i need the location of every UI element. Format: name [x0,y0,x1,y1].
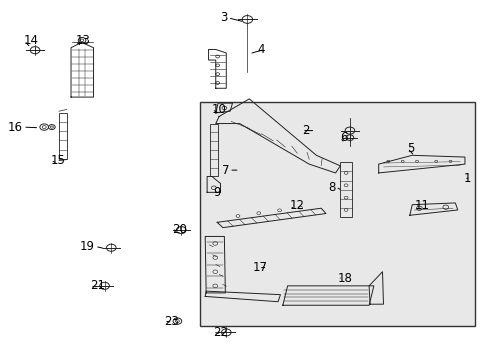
Text: 15: 15 [50,154,65,167]
Bar [209,123,218,176]
Text: 11: 11 [414,199,429,212]
Text: 13: 13 [76,34,90,47]
Text: 16: 16 [8,121,23,134]
Bar [340,162,351,217]
Bar [59,113,66,159]
Bar [200,102,473,327]
Text: 12: 12 [289,199,305,212]
Text: 18: 18 [337,271,352,284]
Text: 10: 10 [211,103,226,116]
Text: 23: 23 [163,315,179,328]
Text: 5: 5 [407,142,414,155]
Text: 1: 1 [462,172,470,185]
Text: 3: 3 [220,11,227,24]
Text: 21: 21 [90,279,105,292]
Text: 6: 6 [339,131,346,144]
Text: 4: 4 [257,43,264,56]
Text: 17: 17 [252,261,267,274]
Text: 20: 20 [171,223,186,236]
Text: 22: 22 [212,326,227,339]
Text: 14: 14 [24,34,39,47]
Text: 2: 2 [302,124,309,137]
Text: 8: 8 [327,181,335,194]
Text: 19: 19 [80,240,95,253]
Text: 9: 9 [212,186,220,199]
Text: 7: 7 [221,164,229,177]
